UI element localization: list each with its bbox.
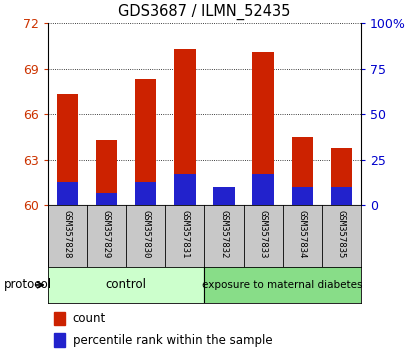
Bar (54, 333, 65, 347)
Bar (96, 140, 117, 205)
Bar (174, 174, 195, 205)
Bar (96, 193, 117, 205)
Text: GSM357835: GSM357835 (337, 210, 346, 259)
Text: control: control (105, 279, 146, 291)
Bar (135, 79, 156, 205)
Bar (135, 182, 156, 205)
Bar (174, 49, 195, 205)
Title: GDS3687 / ILMN_52435: GDS3687 / ILMN_52435 (118, 4, 290, 20)
Text: exposure to maternal diabetes: exposure to maternal diabetes (203, 280, 363, 290)
Bar (331, 148, 352, 205)
Text: percentile rank within the sample: percentile rank within the sample (73, 333, 272, 347)
Bar (56, 182, 78, 205)
Bar (252, 52, 274, 205)
Text: GSM357831: GSM357831 (180, 210, 189, 259)
Bar (54, 312, 65, 325)
Bar (205, 267, 361, 303)
Bar (56, 95, 78, 205)
Text: GSM357832: GSM357832 (220, 210, 229, 259)
Bar (48, 267, 205, 303)
Text: GSM357830: GSM357830 (141, 210, 150, 259)
Bar (291, 137, 313, 205)
Bar (291, 187, 313, 205)
Text: GSM357834: GSM357834 (298, 210, 307, 259)
Text: GSM357833: GSM357833 (259, 210, 268, 259)
Text: protocol: protocol (4, 279, 52, 291)
Text: GSM357829: GSM357829 (102, 210, 111, 259)
Bar (213, 187, 235, 205)
Text: GSM357828: GSM357828 (63, 210, 72, 259)
Bar (213, 195, 235, 205)
Text: count: count (73, 312, 106, 325)
Bar (331, 187, 352, 205)
Bar (252, 174, 274, 205)
